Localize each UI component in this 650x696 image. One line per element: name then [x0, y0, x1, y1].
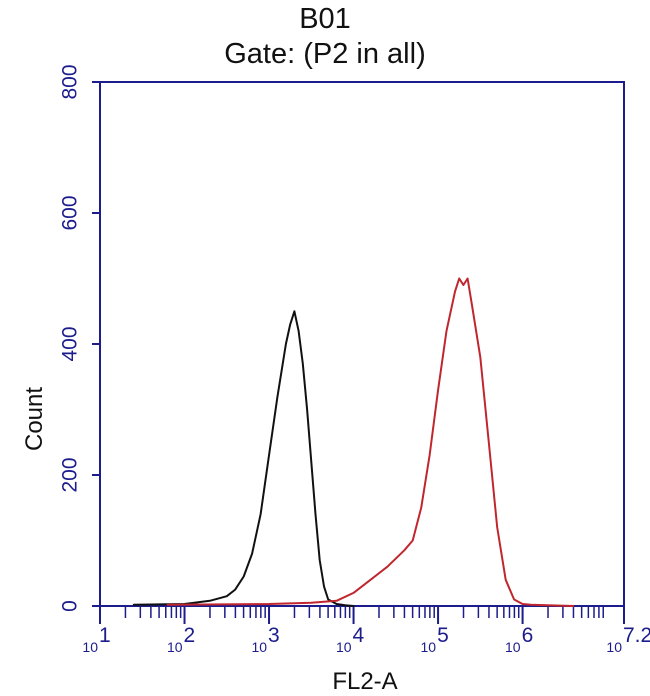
- y-tick-label: 400: [59, 326, 82, 361]
- y-tick-label: 800: [59, 64, 82, 99]
- x-tick-base: 10: [606, 639, 622, 655]
- plot-frame: [99, 81, 625, 607]
- x-tick-label: 5: [437, 624, 449, 647]
- y-tick-label: 200: [59, 457, 82, 492]
- chart-subtitle: Gate: (P2 in all): [224, 38, 426, 70]
- x-tick-base: 10: [82, 639, 98, 655]
- x-tick-base: 10: [251, 639, 267, 655]
- x-tick-label: 2: [184, 624, 196, 647]
- x-tick-label: 1: [99, 624, 111, 647]
- series-1-line: [132, 310, 355, 607]
- chart-title: B01: [299, 3, 351, 35]
- x-tick-label: 4: [353, 624, 365, 647]
- x-tick-label: 3: [268, 624, 280, 647]
- x-tick-base: 10: [420, 639, 436, 655]
- x-tick-base: 10: [505, 639, 521, 655]
- x-tick-base: 10: [167, 639, 183, 655]
- series-2-line: [166, 277, 575, 607]
- y-axis-label: Count: [21, 386, 48, 451]
- x-tick-label: 7.2: [623, 624, 650, 647]
- x-axis-label: FL2-A: [332, 668, 398, 695]
- x-tick-label: 6: [522, 624, 534, 647]
- y-tick-label: 600: [59, 195, 82, 230]
- y-tick-label: 0: [59, 600, 82, 612]
- x-tick-base: 10: [336, 639, 352, 655]
